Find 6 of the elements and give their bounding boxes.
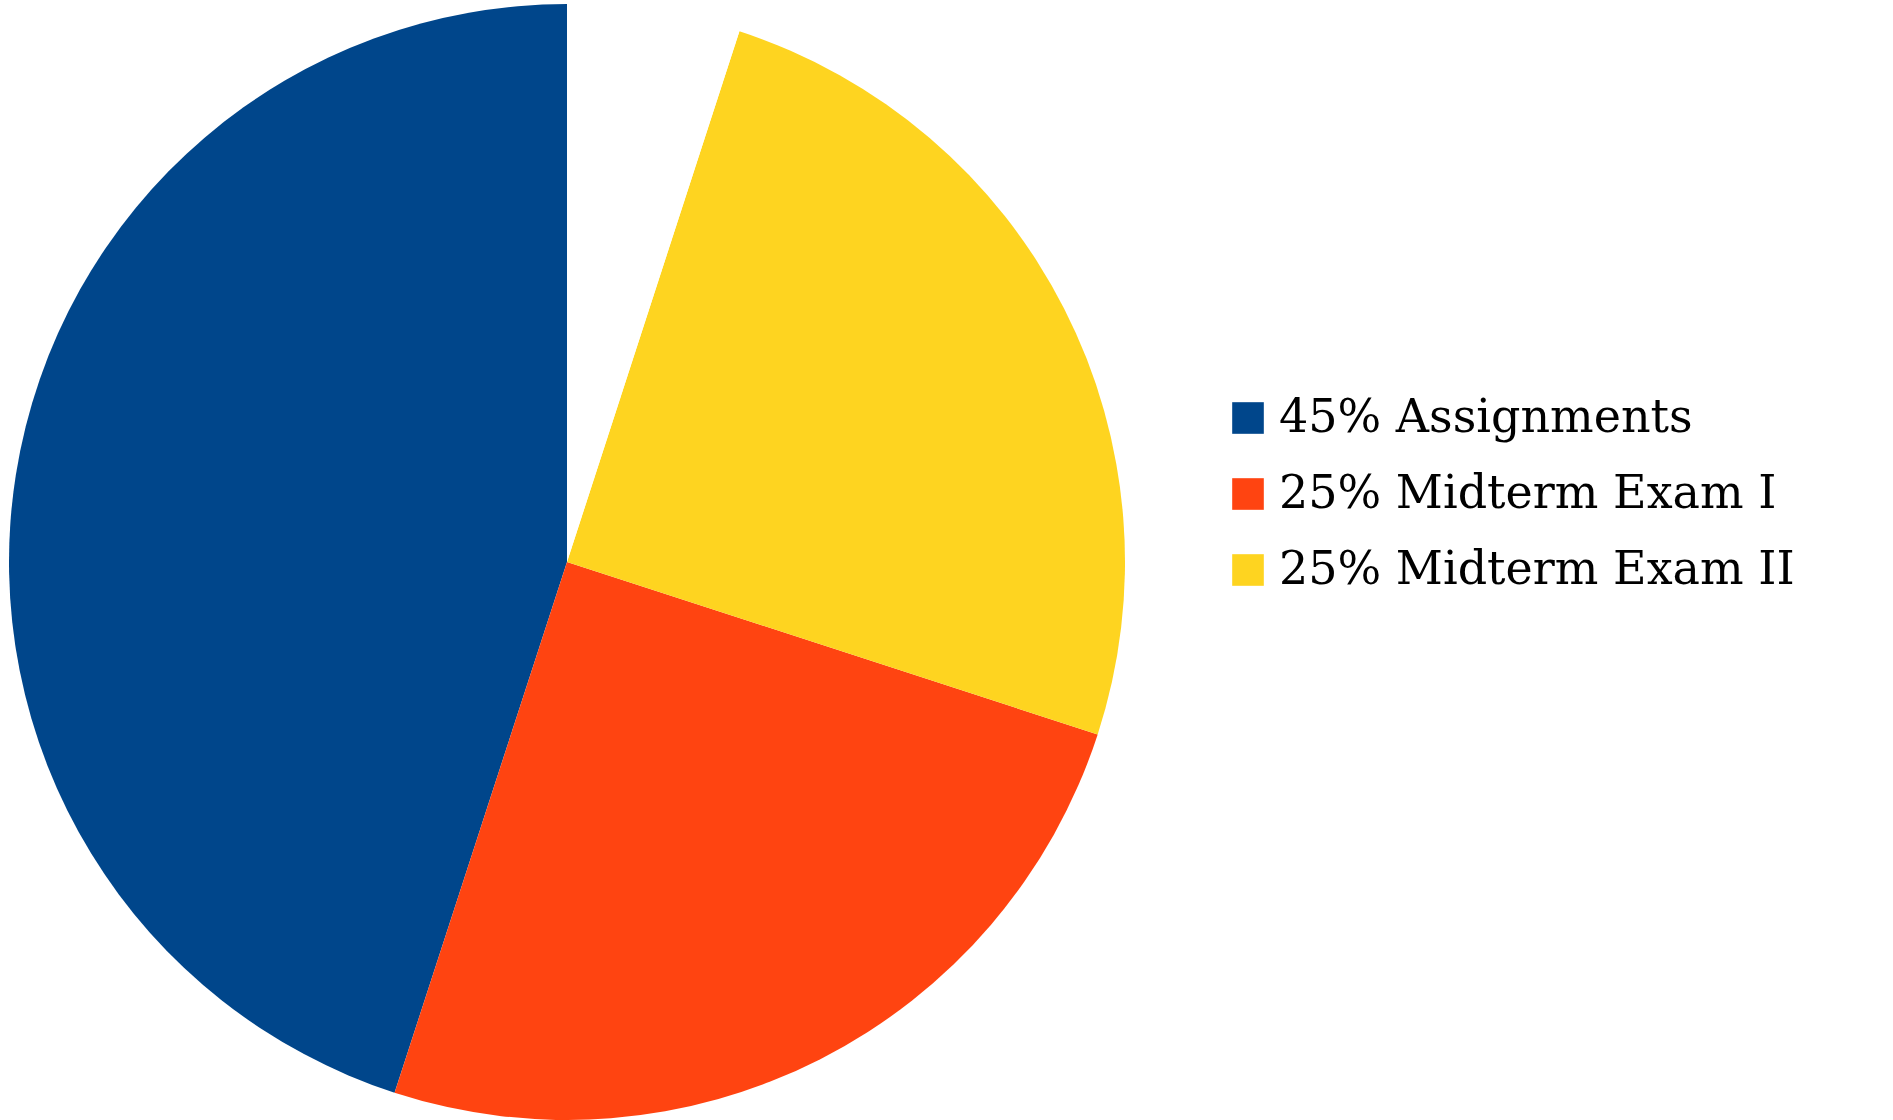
- pie-slice: [9, 4, 567, 1093]
- pie-slice: [567, 31, 1125, 735]
- legend-label: 25% Midterm Exam I: [1279, 465, 1777, 519]
- legend-label: 45% Assignments: [1279, 389, 1693, 443]
- legend-label: 25% Midterm Exam II: [1279, 541, 1795, 595]
- pie-slice: [394, 562, 1098, 1120]
